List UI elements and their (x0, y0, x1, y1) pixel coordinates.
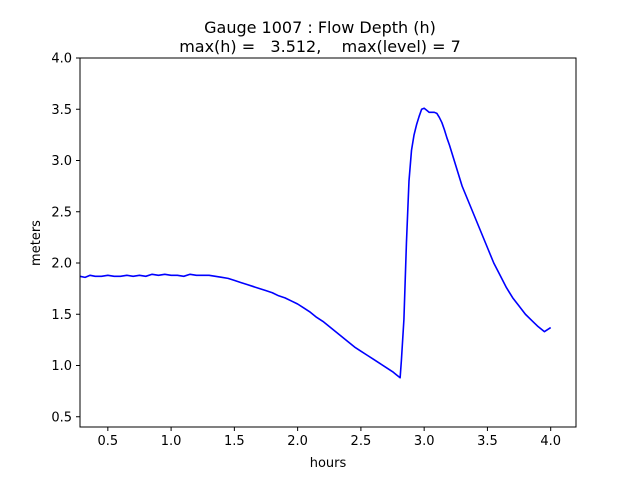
y-tick-label: 2.5 (51, 205, 72, 220)
series-line-flow-depth (79, 107, 552, 379)
y-axis-label: meters (29, 220, 44, 266)
chart-title-line2: max(h) = 3.512, max(level) = 7 (179, 37, 461, 56)
y-tick-label: 1.5 (51, 308, 72, 323)
y-tick-label: 2.0 (51, 257, 72, 272)
y-tick-label: 0.5 (51, 410, 72, 425)
x-tick-label: 1.5 (224, 434, 245, 449)
x-tick-label: 4.0 (540, 434, 561, 449)
y-axis: 0.5 1.0 1.5 2.0 2.5 3.0 3.5 4.0 (51, 52, 80, 425)
x-tick-label: 3.5 (477, 434, 498, 449)
chart-title-line1: Gauge 1007 : Flow Depth (h) (204, 18, 436, 37)
x-axis: 0.5 1.0 1.5 2.0 2.5 3.0 3.5 4.0 (97, 427, 561, 449)
x-axis-label: hours (310, 456, 347, 471)
y-tick-label: 4.0 (51, 52, 72, 67)
x-tick-label: 1.0 (161, 434, 182, 449)
x-tick-label: 2.0 (287, 434, 308, 449)
x-tick-label: 0.5 (97, 434, 118, 449)
y-tick-label: 1.0 (51, 359, 72, 374)
series-layer (79, 107, 552, 379)
x-tick-label: 2.5 (351, 434, 372, 449)
x-tick-label: 3.0 (414, 434, 435, 449)
plot-frame (79, 57, 577, 428)
y-tick-label: 3.0 (51, 154, 72, 169)
y-tick-label: 3.5 (51, 103, 72, 118)
